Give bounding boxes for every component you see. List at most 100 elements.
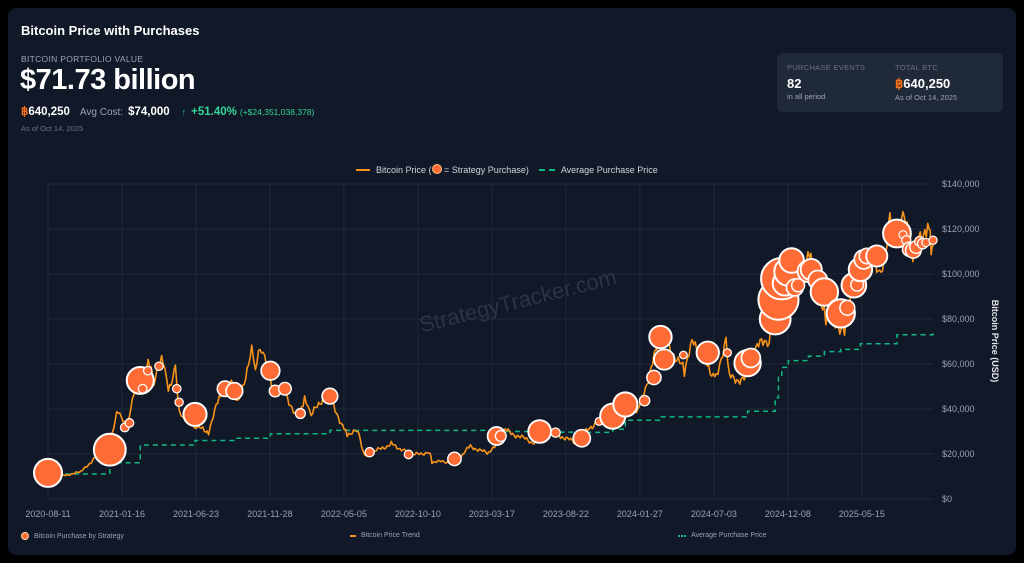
stat-purchase-events: PURCHASE EVENTS 82 in all period: [787, 63, 865, 101]
avg-cost-label: Avg Cost:: [79, 107, 124, 118]
purchase-dot-icon: [431, 164, 442, 174]
purchase-marker: [225, 381, 244, 401]
as-of-date: As of Oct 14, 2025: [21, 124, 84, 133]
purchase-marker: [171, 383, 182, 394]
y-tick-label: $0: [942, 494, 952, 504]
legend-average[interactable]: Average Purchase Price: [560, 164, 658, 175]
y-tick-label: $140,000: [942, 179, 980, 189]
y-tick-label: $80,000: [942, 314, 975, 324]
trend-line-swatch: [350, 534, 356, 537]
purchase-marker: [638, 394, 651, 407]
purchase-marker: [33, 457, 63, 488]
purchase-marker: [865, 244, 889, 268]
purchase-marker: [174, 397, 184, 407]
x-tick-label: 2024-01-27: [617, 509, 663, 519]
purchase-marker: [722, 348, 733, 358]
purchase-marker: [653, 348, 676, 371]
stat-label: TOTAL BTC: [895, 63, 938, 72]
purchase-marker: [182, 401, 208, 427]
purchase-marker: [572, 428, 592, 448]
y-tick-label: $60,000: [942, 359, 975, 369]
purchase-marker: [277, 381, 292, 396]
purchase-marker: [646, 369, 662, 386]
legend-purchase[interactable]: Bitcoin Purchase by Strategy: [21, 532, 124, 540]
purchase-marker: [137, 383, 148, 394]
chart-legend: Bitcoin Price ( = Strategy Purchase) Ave…: [356, 164, 658, 175]
y-tick-label: $40,000: [942, 404, 975, 414]
stat-value: ฿640,250: [895, 76, 957, 92]
purchase-marker: [321, 387, 339, 405]
x-axis: 2020-08-11 2021-01-16 2021-06-23 2021-11-28…: [25, 509, 885, 519]
purchase-marker: [142, 365, 153, 376]
x-tick-label: 2025-05-15: [839, 509, 885, 519]
avg-cost-value: $74,000: [128, 106, 170, 118]
stat-sub: As of Oct 14, 2025: [895, 93, 958, 102]
x-tick-label: 2023-03-17: [469, 509, 515, 519]
x-tick-label: 2024-12-08: [765, 509, 811, 519]
stat-total-btc: TOTAL BTC ฿640,250 As of Oct 14, 2025: [895, 63, 957, 102]
x-tick-label: 2020-08-11: [25, 509, 70, 519]
portfolio-label: BITCOIN PORTFOLIO VALUE: [21, 54, 144, 64]
watermark: StrategyTracker.com: [417, 264, 619, 337]
arrow-up-icon: ↑: [181, 107, 187, 117]
purchase-marker: [124, 418, 135, 428]
purchase-marker: [740, 347, 762, 369]
purchase-marker: [648, 324, 673, 350]
y-axis: $0 $20,000 $40,000 $60,000 $80,000 $100,000 $1…: [942, 179, 980, 504]
x-tick-label: 2024-07-03: [691, 509, 737, 519]
page-title: Bitcoin Price with Purchases: [21, 23, 200, 38]
purchase-marker: [679, 350, 688, 360]
purchase-marker: [527, 419, 552, 444]
portfolio-value: $71.73 billion: [20, 64, 196, 96]
purchase-marker: [494, 429, 507, 443]
purchase-marker: [695, 340, 720, 365]
stat-value: 82: [787, 76, 802, 91]
average-price-line: [48, 332, 934, 475]
stat-label: PURCHASE EVENTS: [787, 63, 866, 72]
purchase-marker: [364, 446, 375, 458]
bitcoin-icon: ฿: [21, 106, 29, 118]
stats-panel: PURCHASE EVENTS 82 in all period TOTAL B…: [777, 53, 1003, 112]
y-tick-label: $20,000: [942, 449, 975, 459]
purchase-marker: [447, 451, 462, 467]
purchase-marker: [92, 432, 127, 467]
change-percent: +51.40%: [191, 106, 237, 118]
purchase-marker: [612, 391, 639, 418]
x-tick-label: 2022-05-05: [321, 509, 367, 519]
average-line-swatch: [678, 534, 686, 537]
purchase-marker: [260, 360, 281, 381]
legend-label: Bitcoin Purchase by Strategy: [34, 532, 124, 540]
y-axis-title: Bitcoin Price (USD): [990, 300, 1000, 383]
legend-trend[interactable]: Bitcoin Price Trend: [350, 532, 420, 539]
total-btc-value: 640,250: [903, 76, 951, 91]
legend-average-bottom[interactable]: Average Purchase Price: [678, 532, 766, 539]
btc-holdings: 640,250: [28, 106, 70, 118]
x-tick-label: 2021-01-16: [99, 509, 145, 519]
purchase-markers: [33, 218, 938, 488]
purchase-marker: [403, 449, 414, 460]
x-tick-label: 2022-10-10: [395, 509, 441, 519]
holdings-row: ฿ 640,250 Avg Cost: $74,000 ↑ +51.40% (+…: [21, 104, 314, 118]
purchase-marker: [790, 278, 806, 293]
price-line-swatch: [356, 168, 370, 171]
y-tick-label: $100,000: [942, 269, 980, 279]
stat-sub: in all period: [787, 92, 826, 101]
x-tick-label: 2023-08-22: [543, 509, 589, 519]
purchase-marker: [154, 361, 164, 372]
x-tick-label: 2021-06-23: [173, 509, 219, 519]
y-tick-label: $120,000: [942, 224, 980, 234]
average-line-swatch: [538, 168, 555, 171]
purchase-dot-icon: [21, 532, 29, 540]
purchase-marker: [839, 299, 856, 316]
legend-price[interactable]: Bitcoin Price ( = Strategy Purchase): [376, 164, 529, 175]
purchase-marker: [550, 427, 561, 438]
purchase-marker: [809, 277, 840, 307]
grid: [47, 183, 933, 500]
average-price-series: [48, 332, 934, 475]
bitcoin-icon: ฿: [895, 76, 904, 91]
change-usd: (+$24,351,038,378): [239, 107, 315, 117]
purchase-marker: [928, 235, 938, 245]
legend-label: Bitcoin Price Trend: [361, 532, 420, 539]
legend-label: Average Purchase Price: [691, 532, 767, 539]
